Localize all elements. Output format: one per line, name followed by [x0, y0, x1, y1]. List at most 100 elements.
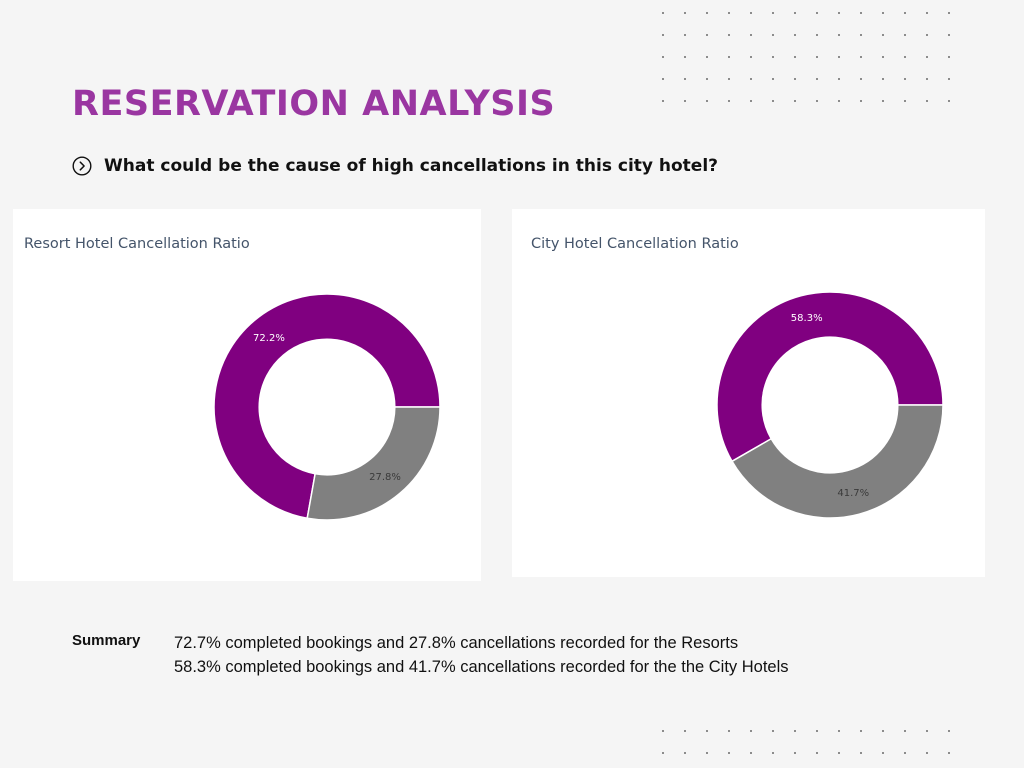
decorative-dot — [948, 730, 950, 732]
decorative-dot — [926, 752, 928, 754]
decorative-dot — [838, 34, 840, 36]
decorative-dot — [728, 78, 730, 80]
decorative-dot — [794, 752, 796, 754]
decorative-dot — [750, 56, 752, 58]
decorative-dot — [750, 752, 752, 754]
resort-chart-card: Resort Hotel Cancellation Ratio 72.2% 27.… — [13, 209, 481, 581]
decorative-dot — [728, 100, 730, 102]
resort-slice-completed — [213, 293, 441, 520]
decorative-dot — [860, 56, 862, 58]
summary-line-city: 58.3% completed bookings and 41.7% cance… — [174, 658, 789, 676]
summary-line-resort: 72.7% completed bookings and 27.8% cance… — [174, 634, 739, 652]
decorative-dot — [794, 730, 796, 732]
chevron-right-circle-icon — [72, 156, 92, 176]
decorative-dot — [706, 752, 708, 754]
summary-label: Summary — [72, 632, 141, 649]
decorative-dot — [728, 730, 730, 732]
decorative-dot — [684, 78, 686, 80]
city-chart-title: City Hotel Cancellation Ratio — [531, 236, 739, 252]
decorative-dot — [728, 34, 730, 36]
question-text: What could be the cause of high cancella… — [104, 156, 719, 176]
decorative-dot — [904, 752, 906, 754]
decorative-dot — [794, 12, 796, 14]
decorative-dot — [728, 12, 730, 14]
decorative-dot — [860, 100, 862, 102]
decorative-dot — [816, 100, 818, 102]
city-slice-label-cancelled: 41.7% — [837, 488, 869, 499]
decorative-dot — [948, 34, 950, 36]
decorative-dot — [728, 56, 730, 58]
decorative-dot — [750, 730, 752, 732]
decorative-dot — [772, 12, 774, 14]
decorative-dot — [838, 100, 840, 102]
decorative-dot — [860, 752, 862, 754]
decorative-dot — [772, 78, 774, 80]
decorative-dot — [838, 78, 840, 80]
decorative-dot — [882, 34, 884, 36]
resort-donut-chart: 72.2% 27.8% — [213, 293, 441, 521]
decorative-dot — [882, 56, 884, 58]
decorative-dot — [948, 100, 950, 102]
decorative-dot — [838, 730, 840, 732]
decorative-dot — [794, 78, 796, 80]
decorative-dot — [926, 34, 928, 36]
city-chart-card: City Hotel Cancellation Ratio 58.3% 41.7% — [512, 209, 985, 577]
decorative-dot — [860, 78, 862, 80]
decorative-dot — [794, 34, 796, 36]
decorative-dot — [816, 34, 818, 36]
decorative-dot — [926, 78, 928, 80]
decorative-dot — [904, 730, 906, 732]
decorative-dot — [772, 100, 774, 102]
decorative-dot — [706, 12, 708, 14]
decorative-dot — [706, 730, 708, 732]
decorative-dot — [948, 78, 950, 80]
decorative-dot — [684, 730, 686, 732]
decorative-dot — [684, 34, 686, 36]
decorative-dot — [926, 100, 928, 102]
decorative-dot — [860, 34, 862, 36]
decorative-dot — [838, 752, 840, 754]
decorative-dot — [662, 34, 664, 36]
decorative-dot — [904, 34, 906, 36]
decorative-dot — [904, 56, 906, 58]
decorative-dot — [816, 730, 818, 732]
decorative-dot — [882, 12, 884, 14]
decorative-dot — [684, 12, 686, 14]
resort-slice-cancelled — [306, 406, 441, 521]
decorative-dot — [684, 56, 686, 58]
decorative-dot — [772, 730, 774, 732]
decorative-dot — [948, 56, 950, 58]
city-slice-completed — [716, 291, 944, 463]
decorative-dot — [794, 100, 796, 102]
decorative-dot — [860, 730, 862, 732]
decorative-dot — [662, 12, 664, 14]
decorative-dot — [772, 752, 774, 754]
decorative-dot — [662, 752, 664, 754]
decorative-dot — [860, 12, 862, 14]
decorative-dot — [882, 100, 884, 102]
question-row: What could be the cause of high cancella… — [72, 156, 718, 176]
decorative-dot — [684, 100, 686, 102]
summary-text: 72.7% completed bookings and 27.8% cance… — [174, 631, 828, 679]
resort-slice-label-completed: 72.2% — [253, 333, 285, 344]
decorative-dot — [750, 12, 752, 14]
decorative-dot — [882, 78, 884, 80]
decorative-dot — [750, 100, 752, 102]
decorative-dot — [948, 752, 950, 754]
decorative-dot — [926, 12, 928, 14]
decorative-dot — [816, 752, 818, 754]
decorative-dot — [662, 100, 664, 102]
decorative-dot — [816, 56, 818, 58]
decorative-dot — [772, 34, 774, 36]
decorative-dot — [838, 56, 840, 58]
decorative-dot-grid-bottom — [662, 730, 950, 754]
city-slice-label-completed: 58.3% — [791, 313, 823, 324]
decorative-dot — [706, 78, 708, 80]
decorative-dot-grid-top — [662, 12, 950, 102]
decorative-dot — [926, 730, 928, 732]
decorative-dot — [750, 34, 752, 36]
resort-slice-label-cancelled: 27.8% — [369, 472, 401, 483]
city-donut-chart: 58.3% 41.7% — [716, 291, 944, 519]
decorative-dot — [662, 730, 664, 732]
decorative-dot — [882, 730, 884, 732]
